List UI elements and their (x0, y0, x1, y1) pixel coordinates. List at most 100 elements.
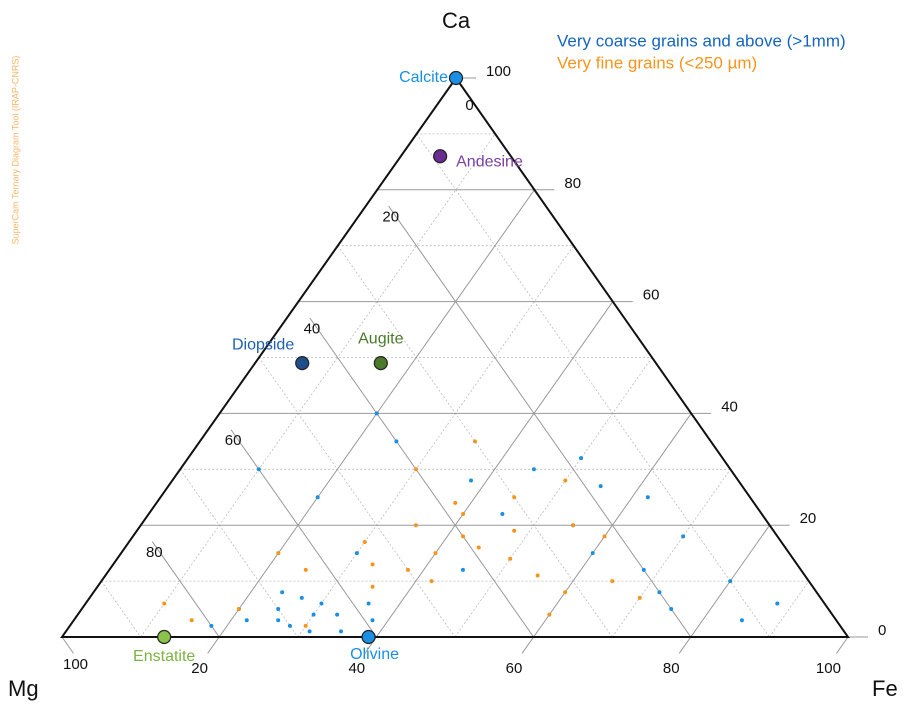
scatter-point (370, 618, 375, 623)
scatter-point (405, 567, 410, 572)
reference-point (433, 149, 448, 164)
scatter-point (244, 618, 249, 623)
tick-label: 100 (63, 656, 88, 673)
scatter-point (461, 512, 466, 517)
scatter-point (362, 539, 367, 544)
tick-label: 60 (225, 432, 242, 449)
scatter-point (370, 584, 375, 589)
tick-label: 40 (304, 320, 321, 337)
scatter-point (590, 551, 595, 556)
scatter-point (508, 556, 513, 561)
scatter-point (287, 623, 292, 628)
scatter-point (335, 612, 340, 617)
reference-label: Calcite (399, 69, 448, 86)
scatter-point (162, 601, 167, 606)
grid-line (611, 469, 731, 638)
grid-line (388, 205, 692, 638)
scatter-point (303, 623, 308, 628)
reference-label: Andesine (456, 153, 523, 170)
tick-label: 0 (465, 97, 473, 114)
tick-label: 40 (721, 398, 738, 415)
reference-point (361, 629, 376, 645)
scatter-point (236, 607, 241, 612)
grid-line (521, 413, 692, 654)
scatter-point (414, 467, 418, 472)
reference-label: Enstatite (133, 648, 195, 665)
scatter-point (657, 590, 662, 595)
scatter-point (370, 562, 375, 567)
scatter-point (775, 601, 780, 606)
grid-line (297, 245, 574, 638)
tick-label: 20 (800, 510, 817, 527)
scatter-point (374, 411, 379, 416)
scatter-point (461, 534, 466, 539)
scatter-point (469, 478, 473, 483)
grid-line (678, 524, 771, 654)
scatter-point (276, 607, 281, 612)
scatter-point (602, 534, 607, 539)
tick-label: 100 (486, 63, 511, 80)
scatter-point (209, 623, 214, 628)
grid-line (258, 357, 456, 638)
scatter-point (311, 612, 316, 617)
scatter-point (739, 618, 744, 623)
scatter-point (535, 573, 540, 578)
scatter-point (366, 601, 371, 606)
reference-label: Augite (358, 330, 403, 347)
tick-label: 100 (816, 660, 841, 677)
scatter-point (681, 534, 686, 539)
tick-label: 60 (643, 287, 660, 304)
tick-label: 40 (348, 660, 365, 677)
scatter-point (394, 439, 399, 444)
scatter-point (189, 618, 194, 623)
scatter-point (460, 567, 465, 572)
scatter-point (303, 567, 308, 572)
tick-label: 80 (564, 175, 581, 192)
scatter-point (453, 500, 458, 505)
scatter-point (319, 601, 324, 606)
grid-line (140, 133, 496, 638)
legend-entry: Very fine grains (<250 µm) (557, 53, 757, 72)
tick-label: 80 (146, 544, 163, 561)
scatter-point (476, 545, 481, 550)
scatter-point (547, 612, 552, 617)
scatter-point (571, 523, 576, 528)
scatter-point (669, 607, 674, 612)
scatter-point (299, 595, 304, 600)
scatter-point (512, 528, 517, 533)
scatter-point (433, 551, 438, 556)
tick-label: 80 (663, 660, 680, 677)
tick-label: 0 (878, 622, 886, 639)
grid-line (364, 301, 614, 654)
scatter-point (512, 495, 517, 500)
scatter-point (637, 595, 642, 600)
scatter-point (307, 629, 312, 634)
scatter-point (598, 484, 603, 489)
reference-label: Olivine (350, 646, 399, 663)
grid-line (836, 636, 849, 654)
grid-line (230, 429, 377, 638)
scatter-point (339, 629, 344, 634)
legend-entry: Very coarse grains and above (>1mm) (557, 31, 846, 50)
grid-line (309, 317, 535, 638)
reference-point (295, 355, 310, 371)
triangle-frame (60, 76, 850, 638)
tick-label: 60 (506, 660, 523, 677)
grid-line (416, 133, 770, 638)
grid-line (61, 636, 74, 654)
reference-point (157, 629, 172, 645)
vertex-label: Fe (872, 676, 898, 701)
scatter-point (645, 495, 650, 500)
scatter-point (315, 495, 320, 500)
vertex-label: Mg (8, 676, 39, 701)
vertex-label: Ca (442, 8, 471, 33)
scatter-point (579, 456, 584, 461)
scatter-point (473, 439, 477, 444)
grid-line (101, 580, 141, 638)
scatter-point (500, 512, 505, 517)
tick-label: 20 (191, 660, 208, 677)
scatter-point (276, 551, 281, 556)
scatter-point (610, 579, 615, 584)
scatter-point (531, 467, 536, 472)
